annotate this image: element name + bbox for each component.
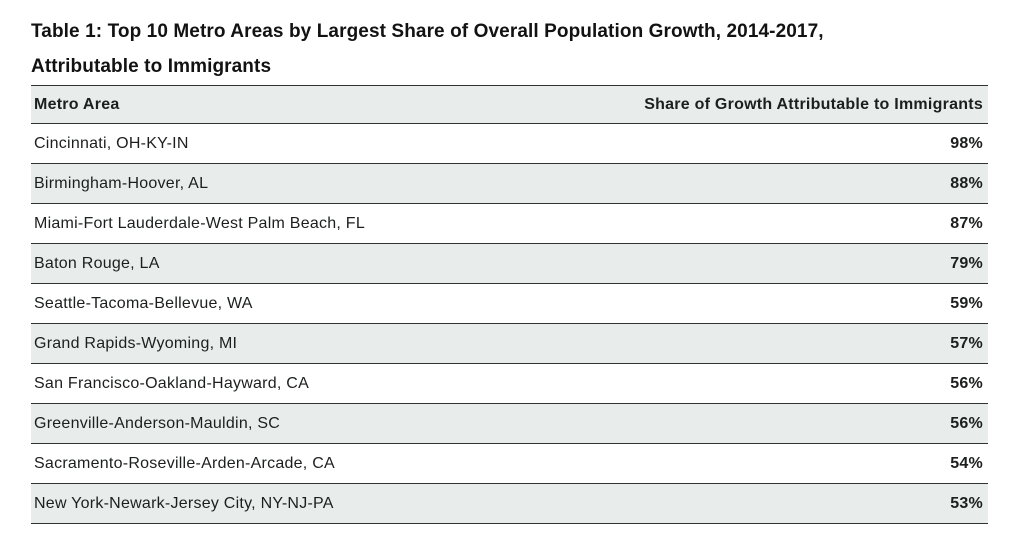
share-value-cell: 53%: [950, 494, 983, 512]
table-title-line-1: Table 1: Top 10 Metro Areas by Largest S…: [31, 21, 824, 42]
share-value-cell: 54%: [950, 454, 983, 472]
table-header-row: Metro Area Share of Growth Attributable …: [31, 86, 988, 124]
table-row: Cincinnati, OH-KY-IN 98%: [31, 124, 988, 164]
table-container: Table 1: Top 10 Metro Areas by Largest S…: [31, 12, 988, 524]
metro-area-cell: Seattle-Tacoma-Bellevue, WA: [34, 294, 253, 312]
table-row: Baton Rouge, LA 79%: [31, 244, 988, 284]
metro-area-cell: Miami-Fort Lauderdale-West Palm Beach, F…: [34, 214, 365, 232]
metro-area-cell: San Francisco-Oakland-Hayward, CA: [34, 374, 310, 392]
share-value-cell: 56%: [950, 414, 983, 432]
share-value-cell: 56%: [950, 374, 983, 392]
metro-area-cell: Grand Rapids-Wyoming, MI: [34, 334, 238, 352]
table-row: New York-Newark-Jersey City, NY-NJ-PA 53…: [31, 484, 988, 524]
metro-area-cell: Birmingham-Hoover, AL: [34, 174, 209, 192]
table-title: Table 1: Top 10 Metro Areas by Largest S…: [31, 14, 988, 84]
metro-area-cell: Greenville-Anderson-Mauldin, SC: [34, 414, 281, 432]
metro-area-cell: Sacramento-Roseville-Arden-Arcade, CA: [34, 454, 335, 472]
metro-areas-table: Metro Area Share of Growth Attributable …: [31, 85, 988, 524]
table-row: Seattle-Tacoma-Bellevue, WA 59%: [31, 284, 988, 324]
table-title-line-2: Attributable to Immigrants: [31, 56, 272, 77]
metro-area-cell: Baton Rouge, LA: [34, 254, 160, 272]
table-body: Cincinnati, OH-KY-IN 98% Birmingham-Hoov…: [31, 124, 988, 524]
share-value-cell: 88%: [950, 174, 983, 192]
table-row: Birmingham-Hoover, AL 88%: [31, 164, 988, 204]
table-row: Miami-Fort Lauderdale-West Palm Beach, F…: [31, 204, 988, 244]
column-header-metro-area: Metro Area: [34, 95, 120, 113]
share-value-cell: 79%: [950, 254, 983, 272]
table-row: San Francisco-Oakland-Hayward, CA 56%: [31, 364, 988, 404]
table-row: Greenville-Anderson-Mauldin, SC 56%: [31, 404, 988, 444]
share-value-cell: 57%: [950, 334, 983, 352]
share-value-cell: 59%: [950, 294, 983, 312]
column-header-share-of-growth: Share of Growth Attributable to Immigran…: [644, 95, 983, 113]
share-value-cell: 98%: [950, 134, 983, 152]
table-row: Grand Rapids-Wyoming, MI 57%: [31, 324, 988, 364]
metro-area-cell: New York-Newark-Jersey City, NY-NJ-PA: [34, 494, 334, 512]
metro-area-cell: Cincinnati, OH-KY-IN: [34, 134, 189, 152]
share-value-cell: 87%: [950, 214, 983, 232]
table-row: Sacramento-Roseville-Arden-Arcade, CA 54…: [31, 444, 988, 484]
